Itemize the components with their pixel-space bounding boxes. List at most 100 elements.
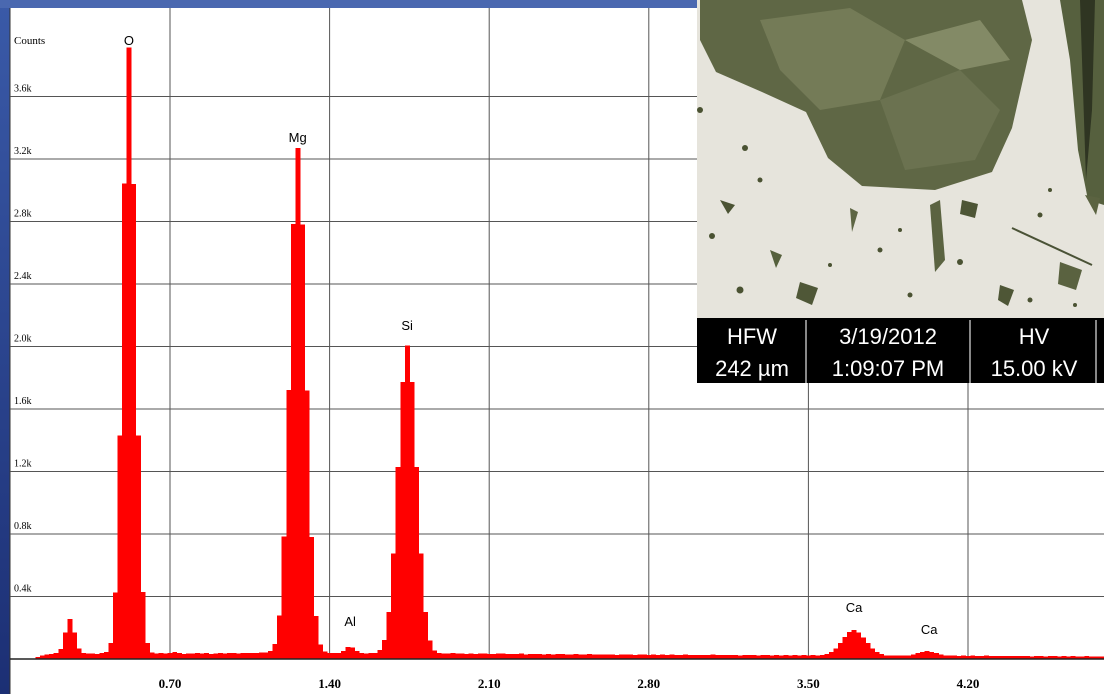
spectrum-bar bbox=[897, 655, 903, 659]
spectrum-bar bbox=[1052, 656, 1058, 659]
spectrum-bar bbox=[1084, 656, 1090, 659]
spectrum-bar bbox=[920, 651, 926, 659]
spectrum-bar bbox=[176, 653, 182, 659]
spectrum-bar bbox=[518, 653, 524, 659]
spectrum-bar bbox=[172, 651, 178, 659]
spectrum-bar bbox=[874, 651, 880, 659]
spectrum-bar bbox=[509, 653, 515, 659]
spectrum-bar bbox=[888, 655, 894, 659]
spectrum-bar bbox=[765, 654, 771, 659]
spectrum-bar bbox=[993, 655, 999, 659]
spectrum-bar bbox=[865, 643, 871, 659]
spectrum-bar bbox=[122, 183, 128, 659]
spectrum-bar bbox=[778, 655, 784, 659]
info-value: 242 µm bbox=[715, 356, 789, 381]
sem-speck bbox=[1037, 212, 1043, 218]
spectrum-bar bbox=[924, 650, 930, 659]
spectrum-bar bbox=[382, 639, 387, 659]
spectrum-bar bbox=[318, 644, 324, 659]
peak-label: Mg bbox=[289, 130, 307, 145]
x-tick-label: 2.80 bbox=[637, 676, 660, 691]
spectrum-bar bbox=[377, 650, 383, 659]
spectrum-bar bbox=[432, 650, 438, 659]
peak-label: Al bbox=[344, 614, 356, 629]
sem-speck bbox=[796, 282, 818, 305]
spectrum-bar bbox=[911, 654, 916, 659]
spectrum-bar bbox=[281, 536, 287, 659]
spectrum-bar bbox=[619, 654, 625, 659]
y-tick-label: 1.2k bbox=[14, 459, 32, 470]
spectrum-bar bbox=[245, 652, 251, 659]
spectrum-bar bbox=[195, 653, 201, 659]
spectrum-bar bbox=[559, 653, 565, 659]
spectrum-bar bbox=[436, 653, 442, 659]
spectrum-bar bbox=[345, 646, 351, 659]
sem-speck bbox=[720, 200, 735, 214]
spectrum-bar bbox=[85, 653, 91, 659]
spectrum-bar bbox=[623, 654, 629, 659]
spectrum-bar bbox=[851, 630, 857, 659]
spectrum-bar bbox=[961, 655, 967, 659]
sem-speck bbox=[850, 208, 858, 232]
spectrum-bar bbox=[683, 654, 688, 659]
spectrum-bar bbox=[819, 654, 825, 659]
spectrum-bar bbox=[90, 653, 96, 659]
sem-speck bbox=[1048, 188, 1052, 192]
spectrum-bar bbox=[906, 655, 912, 659]
spectrum-bar bbox=[386, 611, 392, 659]
spectrum-bar bbox=[163, 653, 169, 659]
spectrum-bar bbox=[824, 653, 830, 659]
sem-speck bbox=[742, 145, 748, 151]
spectrum-bar bbox=[117, 435, 123, 659]
spectrum-bar bbox=[847, 632, 853, 659]
spectrum-bar bbox=[965, 656, 971, 659]
spectrum-bar bbox=[268, 651, 273, 659]
spectrum-bar bbox=[1043, 656, 1049, 659]
sem-speck bbox=[1058, 262, 1082, 290]
sem-speck bbox=[1073, 303, 1077, 307]
spectrum-bar bbox=[131, 184, 137, 659]
spectrum-bar bbox=[40, 655, 45, 659]
spectrum-bar bbox=[341, 650, 346, 659]
spectrum-bar bbox=[929, 651, 935, 659]
peak-label: O bbox=[124, 33, 134, 48]
spectrum-bar bbox=[879, 654, 885, 659]
spectrum-bar bbox=[409, 382, 415, 659]
spectrum-bar bbox=[108, 643, 114, 659]
spectrum-bar bbox=[1020, 656, 1026, 659]
y-tick-label: 0.4k bbox=[14, 584, 32, 595]
spectrum-bar bbox=[692, 654, 698, 659]
spectrum-bar bbox=[591, 654, 597, 659]
sem-facet bbox=[905, 20, 1010, 70]
sem-speck bbox=[898, 228, 902, 232]
spectrum-bar bbox=[856, 632, 862, 659]
sem-facet bbox=[760, 8, 905, 110]
spectrum-bar bbox=[564, 654, 570, 659]
spectrum-bar bbox=[427, 640, 433, 659]
spectrum-bar bbox=[550, 654, 556, 659]
spectrum-bar bbox=[295, 148, 301, 659]
spectrum-bar bbox=[1038, 656, 1044, 659]
spectrum-bar bbox=[81, 653, 87, 659]
spectrum bbox=[10, 47, 1104, 660]
spectrum-bar bbox=[532, 653, 538, 659]
sem-fiber bbox=[1011, 227, 1093, 266]
spectrum-bar bbox=[755, 655, 761, 659]
spectrum-bar bbox=[94, 653, 100, 659]
spectrum-bar bbox=[62, 632, 68, 659]
spectrum-bar bbox=[363, 653, 369, 659]
spectrum-bar bbox=[482, 653, 488, 659]
spectrum-bar bbox=[915, 652, 921, 659]
spectrum-bar bbox=[413, 467, 419, 659]
spectrum-bar bbox=[249, 653, 255, 659]
info-value: 15.00 kV bbox=[991, 356, 1078, 381]
y-tick-label: 3.2k bbox=[14, 146, 32, 157]
spectrum-bar bbox=[331, 653, 337, 659]
y-tick-label: 0.8k bbox=[14, 521, 32, 532]
spectrum-bar bbox=[637, 654, 643, 659]
spectrum-bar bbox=[464, 653, 470, 659]
spectrum-bar bbox=[651, 654, 657, 659]
spectrum-bar bbox=[541, 654, 547, 659]
spectrum-bar bbox=[135, 435, 141, 659]
